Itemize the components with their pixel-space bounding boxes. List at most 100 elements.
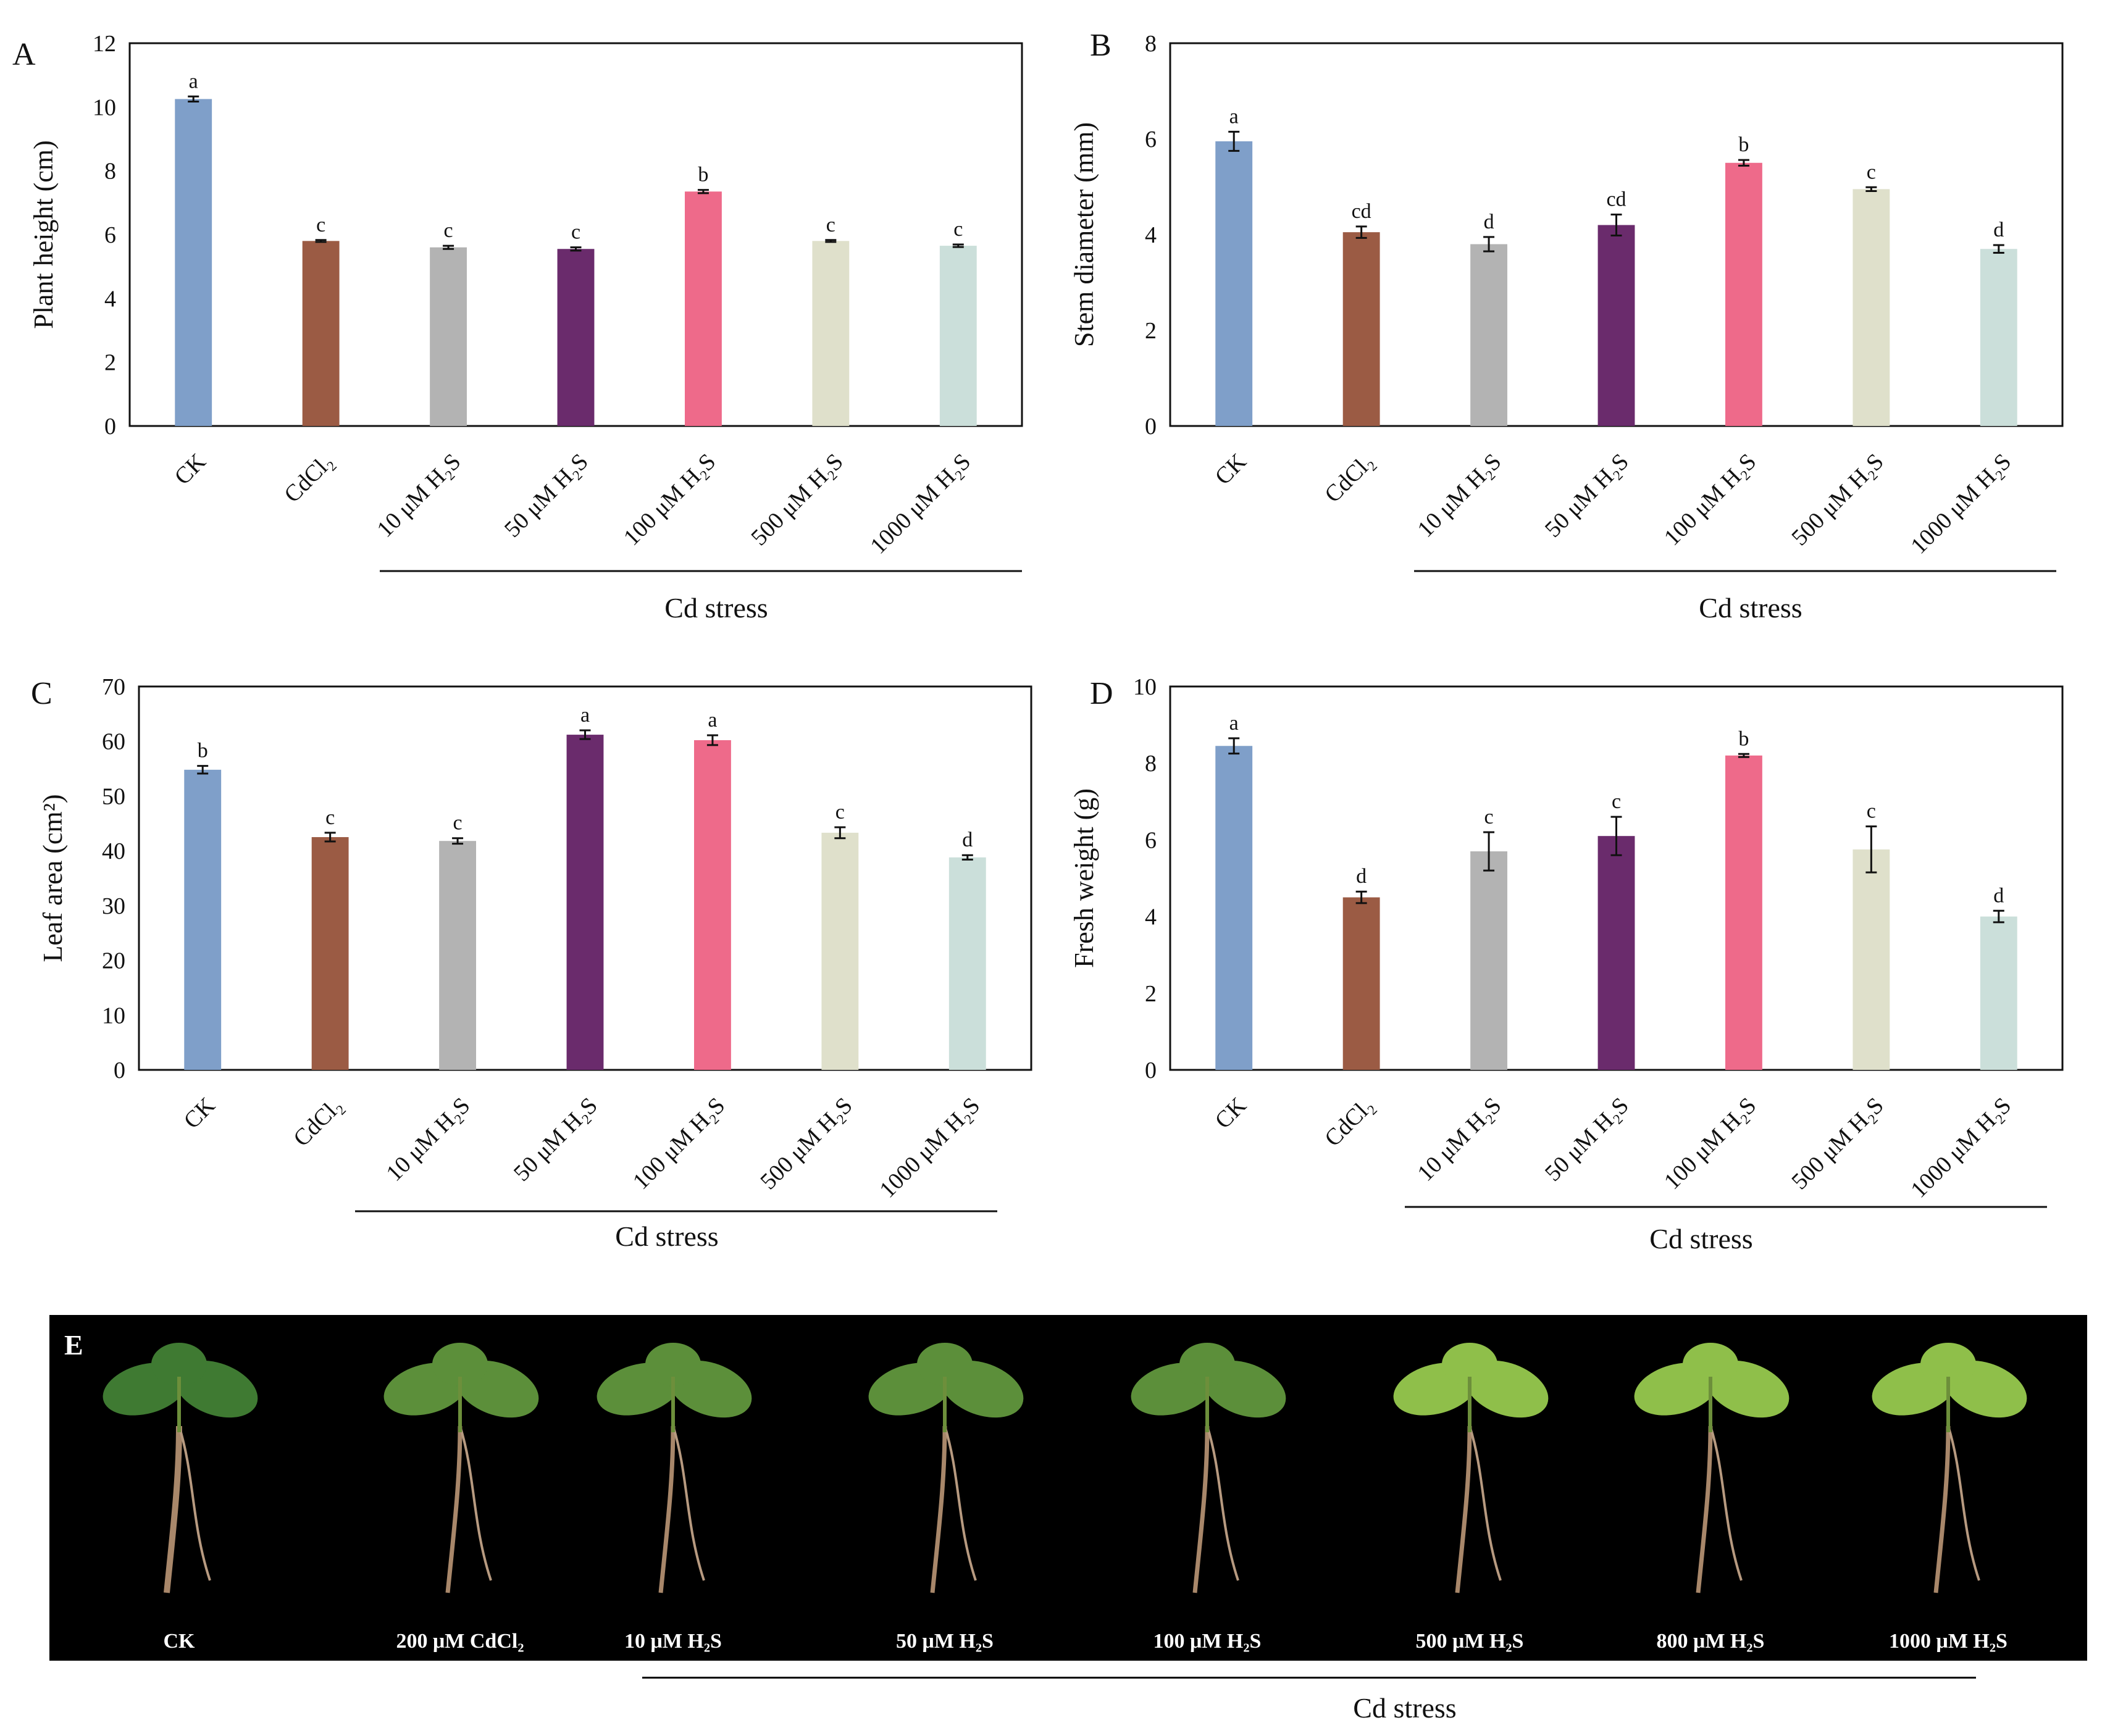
panel-b-ytick-label: 0 — [1145, 414, 1157, 440]
panel-c-ytick-label: 30 — [102, 893, 125, 919]
panel-c-cd-stress-label: Cd stress — [615, 1221, 718, 1252]
panel-b-significance-letter: d — [1993, 219, 2004, 241]
panel-b-bar — [1470, 244, 1508, 426]
panel-c-ytick-label: 60 — [102, 729, 125, 755]
panel-a-xtick-label: 500 μM H₂S — [746, 449, 848, 551]
panel-a-cd-stress-label: Cd stress — [664, 592, 768, 624]
panel-a-significance-letter: a — [189, 70, 198, 93]
panel-d-cd-stress-label: Cd stress — [1649, 1223, 1752, 1254]
panel-d-significance-letter: c — [1484, 806, 1494, 828]
panel-a-significance-letter: c — [444, 219, 453, 242]
panel-c-significance-letter: c — [453, 812, 463, 835]
panel-a-ytick-label: 0 — [104, 414, 116, 440]
panel-a-significance-letter: b — [698, 164, 708, 186]
panel-d-bar — [1215, 746, 1253, 1070]
panel-d-ylabel: Fresh weight (g) — [1069, 788, 1099, 968]
panel-c-xtick-label: 100 μM H₂S — [628, 1093, 730, 1195]
panel-e-photo-label: 10 μM H₂S — [624, 1630, 722, 1653]
plant-photo — [868, 1343, 1024, 1593]
panel-b-significance-letter: cd — [1606, 188, 1626, 211]
panel-c-ytick-label: 20 — [102, 948, 125, 974]
panel-c-significance-letter: d — [962, 828, 973, 851]
panel-b-xtick-label: 100 μM H₂S — [1659, 449, 1761, 551]
panel-b-bar — [1980, 249, 2017, 426]
panel-e-photo-label: 100 μM H₂S — [1153, 1630, 1262, 1653]
panel-d-xtick-label: 50 μM H₂S — [1540, 1093, 1634, 1187]
panel-d-xtick-label: CdCl₂ — [1320, 1093, 1379, 1152]
panel-a-bar — [557, 249, 595, 426]
panel-c-xtick-label: CK — [179, 1092, 220, 1133]
panel-a-significance-letter: c — [571, 221, 580, 244]
panel-d-significance-letter: d — [1993, 884, 2004, 907]
panel-a-significance-letter: c — [316, 214, 325, 236]
panel-d-bar — [1342, 897, 1380, 1070]
panel-b-xtick-label: 500 μM H₂S — [1786, 449, 1888, 551]
panel-b-ylabel: Stem diameter (mm) — [1069, 122, 1099, 347]
panel-e-photo-label: CK — [163, 1630, 195, 1653]
panel-d-xtick-label: 500 μM H₂S — [1786, 1093, 1888, 1195]
panel-d-bar — [1853, 849, 1890, 1070]
panel-b-bar — [1725, 162, 1762, 426]
plant-photo — [383, 1343, 539, 1593]
panel-e-photo-label: 200 μM CdCl₂ — [396, 1630, 524, 1653]
panel-d-significance-letter: a — [1229, 712, 1239, 735]
panel-b-xtick-label: 10 μM H₂S — [1412, 449, 1506, 543]
panel-a-xtick-label: 50 μM H₂S — [500, 449, 593, 543]
panel-a-significance-letter: c — [953, 218, 963, 241]
panel-b-xtick-label: CK — [1210, 448, 1252, 490]
panel-a-ytick-label: 10 — [93, 94, 116, 120]
panel-a-bar — [175, 99, 212, 426]
panel-d-bar — [1470, 851, 1508, 1070]
panel-d-bar — [1980, 916, 2017, 1070]
panel-b-ytick-label: 2 — [1145, 318, 1157, 344]
panel-e-cd-stress-bracket — [642, 1677, 1976, 1679]
panel-a-bar — [812, 241, 850, 426]
panel-a-ytick-label: 12 — [93, 31, 116, 57]
panel-a-letter: A — [12, 37, 36, 72]
panel-c-xtick-label: 10 μM H₂S — [381, 1093, 475, 1187]
plant-photo — [1872, 1343, 2027, 1593]
panel-b-significance-letter: b — [1738, 133, 1749, 156]
panel-b-bar — [1342, 232, 1380, 426]
panel-c-significance-letter: c — [325, 806, 335, 829]
panel-d-ytick-label: 8 — [1145, 751, 1157, 777]
panel-a-ytick-label: 6 — [104, 222, 116, 248]
panel-d-xtick-label: 100 μM H₂S — [1659, 1093, 1761, 1195]
panel-b-significance-letter: cd — [1352, 200, 1371, 223]
panel-c-bar — [821, 832, 859, 1070]
panel-c-bar — [439, 841, 477, 1070]
panel-a-bar — [939, 246, 977, 426]
panel-d-significance-letter: d — [1356, 865, 1367, 888]
panel-c-ytick-label: 0 — [114, 1058, 125, 1083]
panel-b-xtick-label: CdCl₂ — [1320, 449, 1379, 508]
panel-b-significance-letter: d — [1484, 211, 1494, 233]
panel-c-bar — [311, 837, 349, 1070]
panel-a-ytick-label: 4 — [104, 286, 116, 312]
panel-c-xtick-label: 50 μM H₂S — [509, 1093, 603, 1187]
panel-d-ytick-label: 10 — [1133, 674, 1157, 700]
panel-b-cd-stress-label: Cd stress — [1699, 592, 1802, 624]
panel-e-photo-label: 500 μM H₂S — [1415, 1630, 1524, 1653]
panel-d-ytick-label: 4 — [1145, 904, 1157, 930]
panel-d-significance-letter: c — [1867, 800, 1876, 823]
panel-a-xtick-label: 100 μM H₂S — [619, 449, 721, 551]
panel-c-bar — [566, 735, 604, 1070]
panel-d-xtick-label: CK — [1210, 1092, 1252, 1133]
plant-photo — [1634, 1343, 1790, 1593]
plant-photo — [1393, 1343, 1549, 1593]
panel-b-ytick-label: 6 — [1145, 127, 1157, 152]
panel-d-bar — [1597, 836, 1635, 1070]
panel-c-bar — [184, 769, 222, 1070]
panel-e-letter: E — [64, 1329, 83, 1361]
panel-b-significance-letter: a — [1229, 105, 1239, 128]
panel-c-ytick-label: 70 — [102, 674, 125, 700]
panel-c-xtick-label: CdCl₂ — [288, 1093, 348, 1152]
panel-d-xtick-label: 10 μM H₂S — [1412, 1093, 1506, 1187]
panel-d-ytick-label: 2 — [1145, 981, 1157, 1007]
panel-a-xtick-label: CK — [170, 448, 211, 490]
panel-d-bar — [1725, 755, 1762, 1070]
panel-b-bar — [1597, 225, 1635, 426]
panel-e-photo-label: 1000 μM H₂S — [1889, 1630, 2007, 1653]
plant-photo — [597, 1343, 752, 1593]
